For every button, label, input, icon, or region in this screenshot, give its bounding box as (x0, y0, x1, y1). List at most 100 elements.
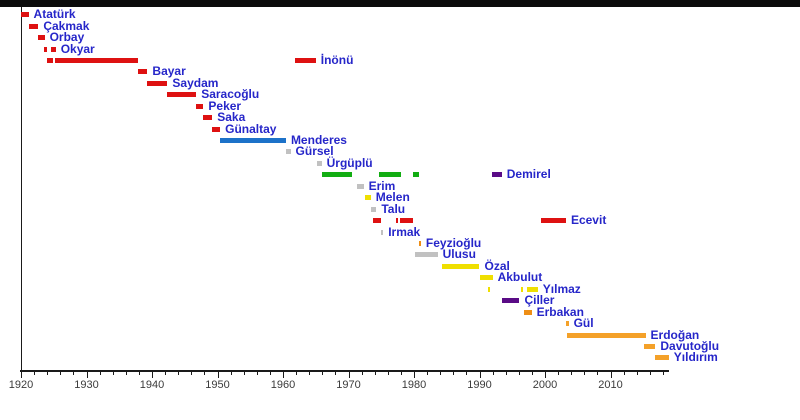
term-bar (167, 92, 197, 98)
x-axis-minor-tick (269, 371, 271, 375)
pm-label: Yılmaz (542, 281, 581, 296)
term-bar (396, 218, 399, 224)
term-bar (502, 298, 520, 304)
term-bar (37, 35, 45, 41)
x-axis-minor-tick (112, 371, 114, 375)
x-axis-tick-label: 1950 (205, 379, 230, 391)
top-border-bar (0, 0, 800, 7)
pm-label: Yıldırım (673, 350, 718, 365)
pm-label: Erim (368, 178, 396, 193)
term-bar (28, 23, 39, 29)
pm-label: Bayar (152, 64, 186, 79)
x-axis-major-tick (414, 371, 415, 378)
term-bar (285, 149, 291, 155)
x-axis-minor-tick (453, 371, 455, 375)
x-axis-tick-label: 2010 (598, 379, 623, 391)
pm-label: Özal (484, 258, 510, 273)
pm-label: Günaltay (225, 121, 277, 136)
term-bar (380, 229, 384, 235)
pm-label: Okyar (60, 41, 95, 56)
pm-label: Ürgüplü (326, 155, 373, 170)
term-bar (480, 275, 493, 281)
x-axis-minor-tick (505, 371, 507, 375)
pm-label: Feyzioğlu (425, 236, 482, 250)
x-axis-minor-tick (204, 371, 206, 375)
term-bar (55, 57, 138, 63)
x-axis-minor-tick (99, 371, 101, 375)
term-bar (441, 263, 480, 269)
x-axis-minor-tick (649, 371, 651, 375)
x-axis-minor-tick (178, 371, 180, 375)
x-axis-major-tick (479, 371, 481, 378)
term-bar (491, 172, 502, 178)
x-axis-minor-tick (636, 371, 638, 375)
term-bar (356, 183, 364, 189)
pm-label: Melen (375, 190, 410, 205)
x-axis-tick-label: 1940 (139, 379, 165, 391)
x-axis-major-tick (21, 371, 22, 378)
term-bar (203, 115, 213, 121)
term-bar (50, 46, 56, 52)
x-axis-minor-tick (571, 371, 573, 375)
x-axis-minor-tick (662, 371, 664, 375)
x-axis-major-tick (217, 371, 219, 378)
pm-label: Erbakan (536, 304, 584, 319)
pm-label: Gül (573, 316, 594, 331)
term-bar (321, 172, 353, 178)
term-bar (378, 172, 401, 178)
term-bar (413, 172, 419, 178)
x-axis-minor-tick (558, 371, 560, 375)
term-bar (196, 103, 204, 109)
term-bar (487, 286, 490, 292)
x-axis-tick-label: 1920 (8, 379, 34, 391)
pm-label: Davutoğlu (660, 338, 720, 353)
x-axis-minor-tick (335, 371, 337, 375)
pm-label: Saydam (172, 75, 219, 90)
x-axis-tick-label: 1980 (401, 379, 427, 391)
x-axis-minor-tick (47, 371, 49, 375)
term-bar (520, 286, 524, 292)
x-axis-tick-label: 2000 (532, 379, 558, 391)
x-axis-minor-tick (230, 371, 232, 375)
x-axis-major-tick (348, 371, 350, 378)
x-axis-minor-tick (309, 371, 311, 375)
term-bar (371, 206, 377, 212)
term-bar (414, 252, 438, 258)
y-axis-line (20, 7, 22, 370)
term-bar (220, 138, 286, 144)
x-axis-minor-tick (466, 371, 468, 375)
pm-label: Gürsel (295, 144, 334, 159)
term-bar (212, 126, 221, 132)
x-axis-major-tick (283, 371, 284, 378)
x-axis-minor-tick (400, 371, 402, 375)
pm-label: Peker (208, 98, 242, 113)
pm-label: Demirel (506, 167, 551, 182)
x-axis-minor-tick (623, 371, 625, 375)
x-axis-major-tick (152, 371, 153, 378)
x-axis-minor-tick (191, 371, 193, 375)
term-bar (523, 309, 532, 315)
term-bar (526, 286, 538, 292)
term-bar (399, 218, 413, 224)
x-axis-tick-label: 1970 (336, 379, 361, 391)
term-bar (46, 57, 54, 63)
term-bar (21, 12, 29, 18)
pm-label: Talu (381, 201, 406, 216)
x-axis-minor-tick (440, 371, 442, 375)
x-axis-minor-tick (584, 371, 586, 375)
pm-label: Orbay (49, 30, 85, 45)
x-axis-minor-tick (60, 371, 62, 375)
x-axis-minor-tick (165, 371, 167, 375)
x-axis-minor-tick (387, 371, 389, 375)
term-bar (655, 355, 669, 361)
pm-label: Ulusu (442, 247, 476, 262)
term-bar (137, 69, 148, 75)
term-bar (372, 218, 381, 224)
x-axis-line (20, 370, 669, 372)
x-axis-minor-tick (374, 371, 376, 375)
x-axis-minor-tick (243, 371, 245, 375)
x-axis-minor-tick (361, 371, 363, 375)
x-axis-minor-tick (138, 371, 140, 375)
